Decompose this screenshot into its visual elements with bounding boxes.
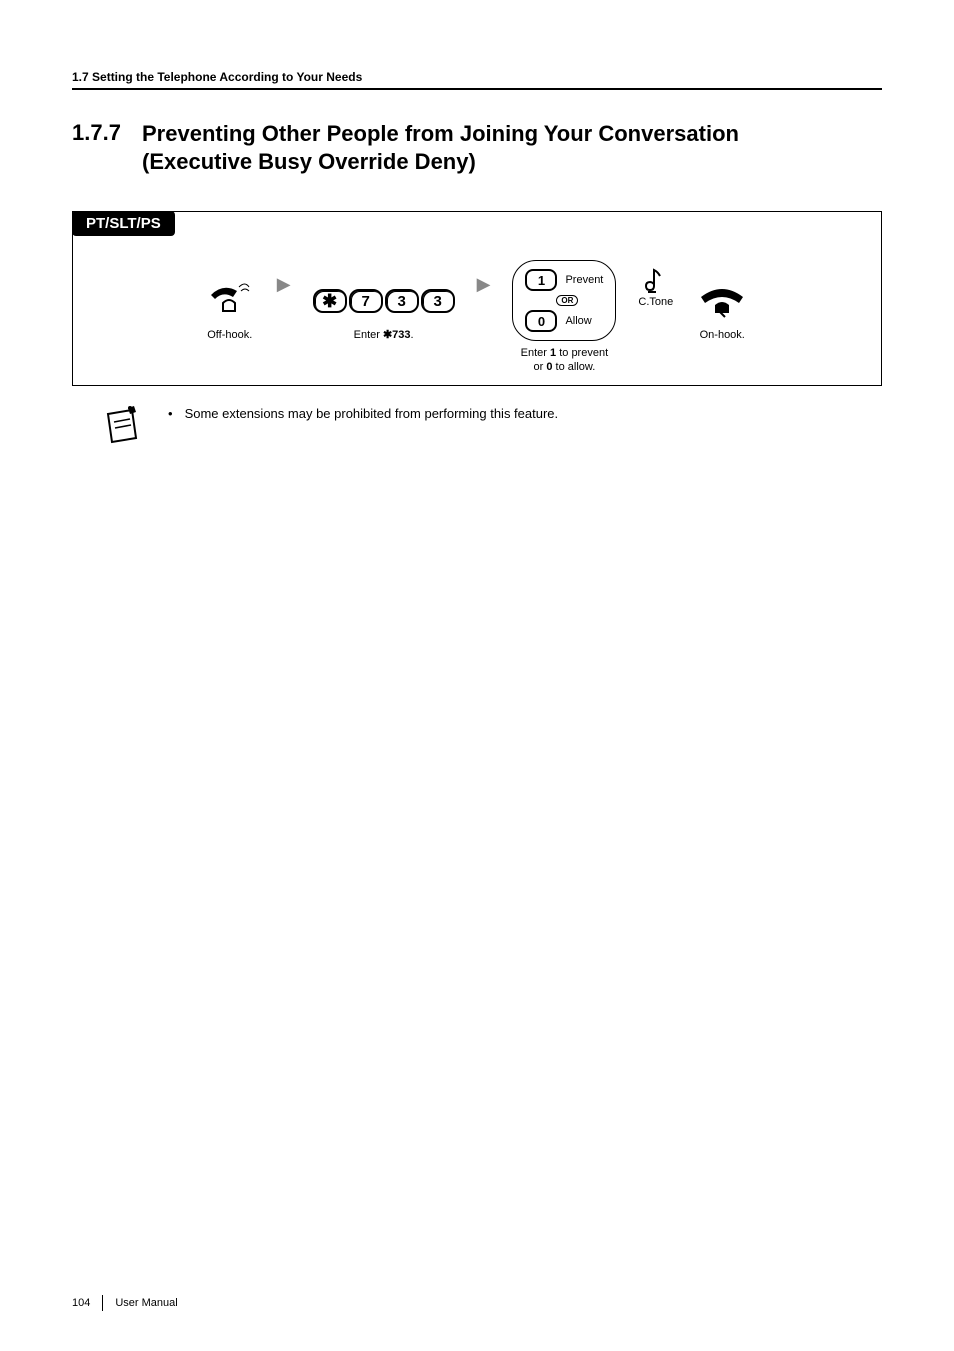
page-number: 104 — [72, 1297, 90, 1309]
music-note-icon — [644, 266, 668, 294]
ctone-label: C.Tone — [638, 296, 673, 308]
step-keypad-label: Enter ✱733. — [354, 329, 414, 355]
keypad: ✱ 7 3 3 — [313, 289, 455, 313]
option-balloon: 1 Prevent OR 0 Allow — [512, 260, 616, 341]
step-option: 1 Prevent OR 0 Allow Enter 1 to prevento… — [512, 260, 616, 375]
step-onhook-label: On-hook. — [700, 329, 745, 355]
option-allow-row: 0 Allow — [525, 310, 603, 332]
key-0: 0 — [525, 310, 557, 332]
step-ctone: C.Tone — [638, 266, 673, 308]
heading-title: Preventing Other People from Joining You… — [142, 120, 739, 175]
heading-number: 1.7.7 — [72, 120, 142, 146]
key-3a: 3 — [385, 289, 419, 313]
option-allow-label: Allow — [565, 315, 591, 327]
note-text: Some extensions may be prohibited from p… — [185, 406, 559, 421]
handset-down-icon — [695, 279, 749, 323]
flow-row: Off-hook. ▶ ✱ 7 3 3 Enter ✱733. ▶ — [73, 236, 881, 385]
option-prevent-row: 1 Prevent — [525, 269, 603, 291]
notepad-icon — [100, 404, 144, 448]
key-1: 1 — [525, 269, 557, 291]
step-offhook-label: Off-hook. — [207, 329, 252, 355]
device-badge: PT/SLT/PS — [72, 211, 175, 236]
footer-separator — [102, 1295, 103, 1311]
arrow-icon: ▶ — [477, 274, 491, 295]
footer-label: User Manual — [115, 1297, 177, 1309]
note-bullet-row: • Some extensions may be prohibited from… — [168, 406, 558, 421]
section-path: 1.7 Setting the Telephone According to Y… — [72, 70, 882, 88]
note-row: • Some extensions may be prohibited from… — [100, 404, 882, 448]
heading: 1.7.7 Preventing Other People from Joini… — [72, 120, 882, 175]
step-onhook: On-hook. — [695, 279, 749, 355]
bullet: • — [168, 406, 173, 421]
footer: 104 User Manual — [72, 1295, 178, 1311]
key-7: 7 — [349, 289, 383, 313]
procedure-box: PT/SLT/PS Off-hook. ▶ — [72, 211, 882, 386]
option-prevent-label: Prevent — [565, 274, 603, 286]
heading-title-line1: Preventing Other People from Joining You… — [142, 121, 739, 146]
step-keypad: ✱ 7 3 3 Enter ✱733. — [313, 279, 455, 355]
horizontal-rule — [72, 88, 882, 90]
handset-lift-icon — [205, 279, 255, 323]
key-star: ✱ — [313, 289, 347, 313]
key-3b: 3 — [421, 289, 455, 313]
step-option-label: Enter 1 to preventor 0 to allow. — [521, 347, 608, 375]
heading-title-line2: (Executive Busy Override Deny) — [142, 149, 476, 174]
enter-733-label: Enter ✱733. — [354, 329, 414, 341]
step-offhook: Off-hook. — [205, 279, 255, 355]
or-badge: OR — [556, 295, 578, 306]
arrow-icon: ▶ — [277, 274, 291, 295]
